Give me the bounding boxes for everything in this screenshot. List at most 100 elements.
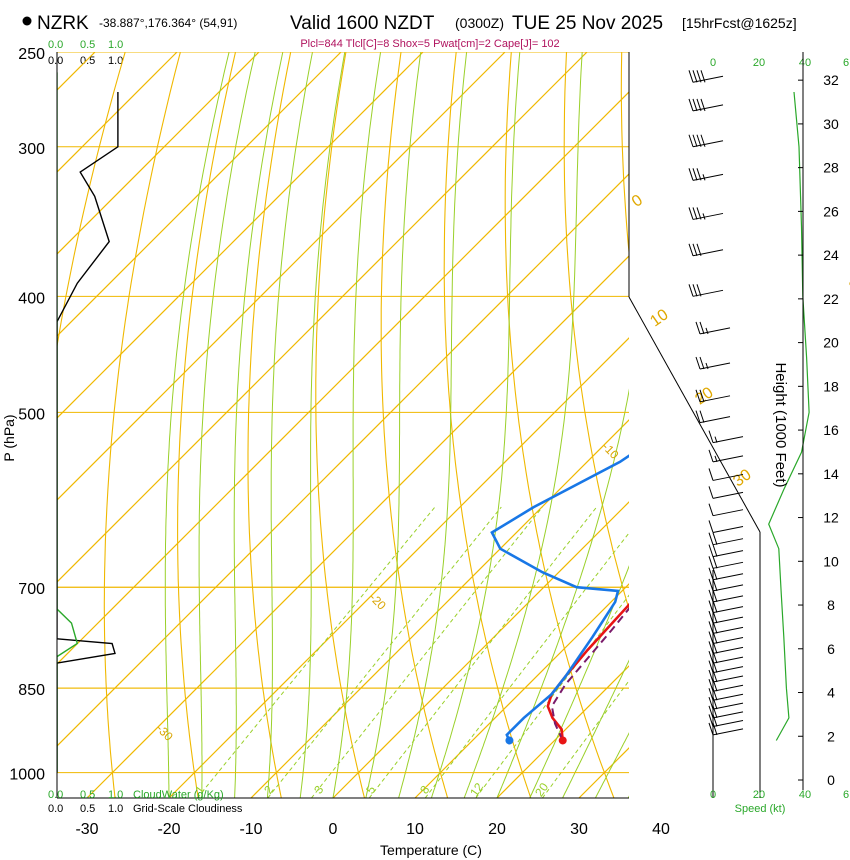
wind-barb-flag xyxy=(695,389,701,402)
moist-adiabat-line xyxy=(266,52,313,798)
isotherm-line xyxy=(57,52,260,255)
chart-subtitle: Plcl=844 Tlcl[C]=8 Shox=5 Pwat[cm]=2 Cap… xyxy=(300,38,559,50)
wind-barb xyxy=(708,532,744,546)
wind-barb-flag xyxy=(712,578,718,592)
wind-barb xyxy=(708,669,744,683)
isotherm-line xyxy=(57,91,629,665)
moist-adiabat-line xyxy=(332,52,382,798)
speed-tick-bottom: 20 xyxy=(753,789,765,801)
speed-tick-top: 20 xyxy=(753,57,765,69)
wind-barb-flag xyxy=(708,430,714,443)
wind-barb-flag xyxy=(708,688,714,701)
wind-barb-flag xyxy=(712,532,718,545)
wind-barb-flag xyxy=(692,98,698,112)
wind-barb xyxy=(708,688,744,701)
wind-barb-flag xyxy=(712,544,718,557)
wind-barb-flag xyxy=(708,650,714,664)
wind-barb-flag xyxy=(712,714,718,727)
temperature-tick-label: 0 xyxy=(329,821,338,838)
wind-barb-staff xyxy=(712,675,744,683)
title-coords: -38.887°,176.364° (54,91) xyxy=(99,16,237,30)
wind-barb-flag xyxy=(712,722,718,736)
wind-barb-flag xyxy=(696,134,702,147)
wind-barb-flag xyxy=(708,544,714,557)
dewpoint-line xyxy=(490,454,629,742)
height-tick-label: 32 xyxy=(823,72,839,88)
wind-barb-flag xyxy=(708,486,714,499)
moist-adiabat-line xyxy=(233,52,284,798)
pressure-tick-label: 250 xyxy=(18,46,45,63)
wind-barb-flag xyxy=(708,722,714,736)
wind-barb-staff xyxy=(712,646,744,654)
parcel-line xyxy=(550,607,629,741)
temperature-tick-label: -10 xyxy=(239,821,262,838)
wind-barb-flag xyxy=(688,168,694,181)
wind-barb-flag xyxy=(708,705,714,719)
wind-barb xyxy=(708,610,744,624)
dry-adiabat-line xyxy=(315,52,366,798)
wind-barb-flag xyxy=(708,503,714,516)
cloud-scale-top-green-0: 0.0 xyxy=(48,39,63,51)
wind-barb-flag xyxy=(712,567,718,580)
wind-barb-flag xyxy=(708,641,714,654)
isotherm-line xyxy=(332,501,629,798)
temperature-tick-label: 30 xyxy=(570,821,588,838)
cloudwater-profile-line xyxy=(57,72,79,773)
cloud-scale-top-green-2: 1.0 xyxy=(108,39,123,51)
wind-barb-flag xyxy=(700,98,706,112)
wind-barb xyxy=(708,722,744,736)
wind-barb-flag xyxy=(696,284,702,297)
wind-barb-staff xyxy=(692,75,724,83)
height-tick-label: 16 xyxy=(823,422,839,438)
moist-adiabat-line xyxy=(562,659,629,798)
isotherm-line xyxy=(661,52,850,798)
wind-barb-flag xyxy=(696,70,702,83)
moist-adiabat-line xyxy=(430,52,521,798)
wind-barb-flag xyxy=(688,70,694,83)
wind-barb xyxy=(695,321,731,335)
wind-barb xyxy=(695,356,731,370)
wind-barb-flag xyxy=(692,70,698,83)
cloud-scale-top-green-1: 0.5 xyxy=(80,39,95,51)
isotherm-line xyxy=(414,583,629,798)
wind-barb xyxy=(708,468,744,481)
cloud-scale-bottom-black-1: 0.5 xyxy=(80,803,95,815)
height-tick-label: 22 xyxy=(823,291,839,307)
wind-barb-half xyxy=(705,327,709,335)
pressure-tick-label: 850 xyxy=(18,682,45,699)
wind-barb-flag xyxy=(708,714,714,727)
height-axis-label: Height (1000 Feet) xyxy=(772,362,789,487)
temperature-tick-label: 10 xyxy=(406,821,424,838)
wind-barb-flag xyxy=(696,98,702,112)
wind-barb-flag xyxy=(699,410,705,423)
temperature-tick-label: -20 xyxy=(157,821,180,838)
title-zulu: (0300Z) xyxy=(455,15,504,31)
wind-barb-staff xyxy=(712,538,744,546)
wind-barb-flag xyxy=(708,449,714,463)
speed-tick-bottom: 40 xyxy=(799,789,811,801)
cloud-profiles xyxy=(57,72,119,773)
dry-adiabat-line xyxy=(842,52,850,798)
wind-barb-staff xyxy=(712,684,744,692)
mixing-ratio-line xyxy=(267,506,502,798)
pressure-tick-label: 400 xyxy=(18,290,45,307)
mixing-ratio-line xyxy=(196,506,436,798)
wind-barb-staff xyxy=(692,104,724,112)
wind-barb xyxy=(688,98,724,112)
height-tick-label: 0 xyxy=(827,772,835,788)
title-station: NZRK xyxy=(37,13,89,34)
moist-adiabat-lines xyxy=(164,52,629,798)
wind-barb-staff xyxy=(712,473,744,481)
wind-barb-staff xyxy=(712,606,744,614)
wind-barb-flag xyxy=(692,243,698,256)
wind-barb-flag xyxy=(708,567,714,580)
sounding-series xyxy=(490,454,629,745)
wind-barb-flag xyxy=(688,243,694,256)
wind-barb-flag xyxy=(696,168,702,181)
wind-barb xyxy=(708,714,744,727)
wind-barb-flag xyxy=(696,243,702,256)
wind-barb-staff xyxy=(712,626,744,634)
wind-barb xyxy=(708,449,744,463)
wind-barb-flag xyxy=(708,669,714,683)
height-tick-label: 10 xyxy=(823,553,839,569)
